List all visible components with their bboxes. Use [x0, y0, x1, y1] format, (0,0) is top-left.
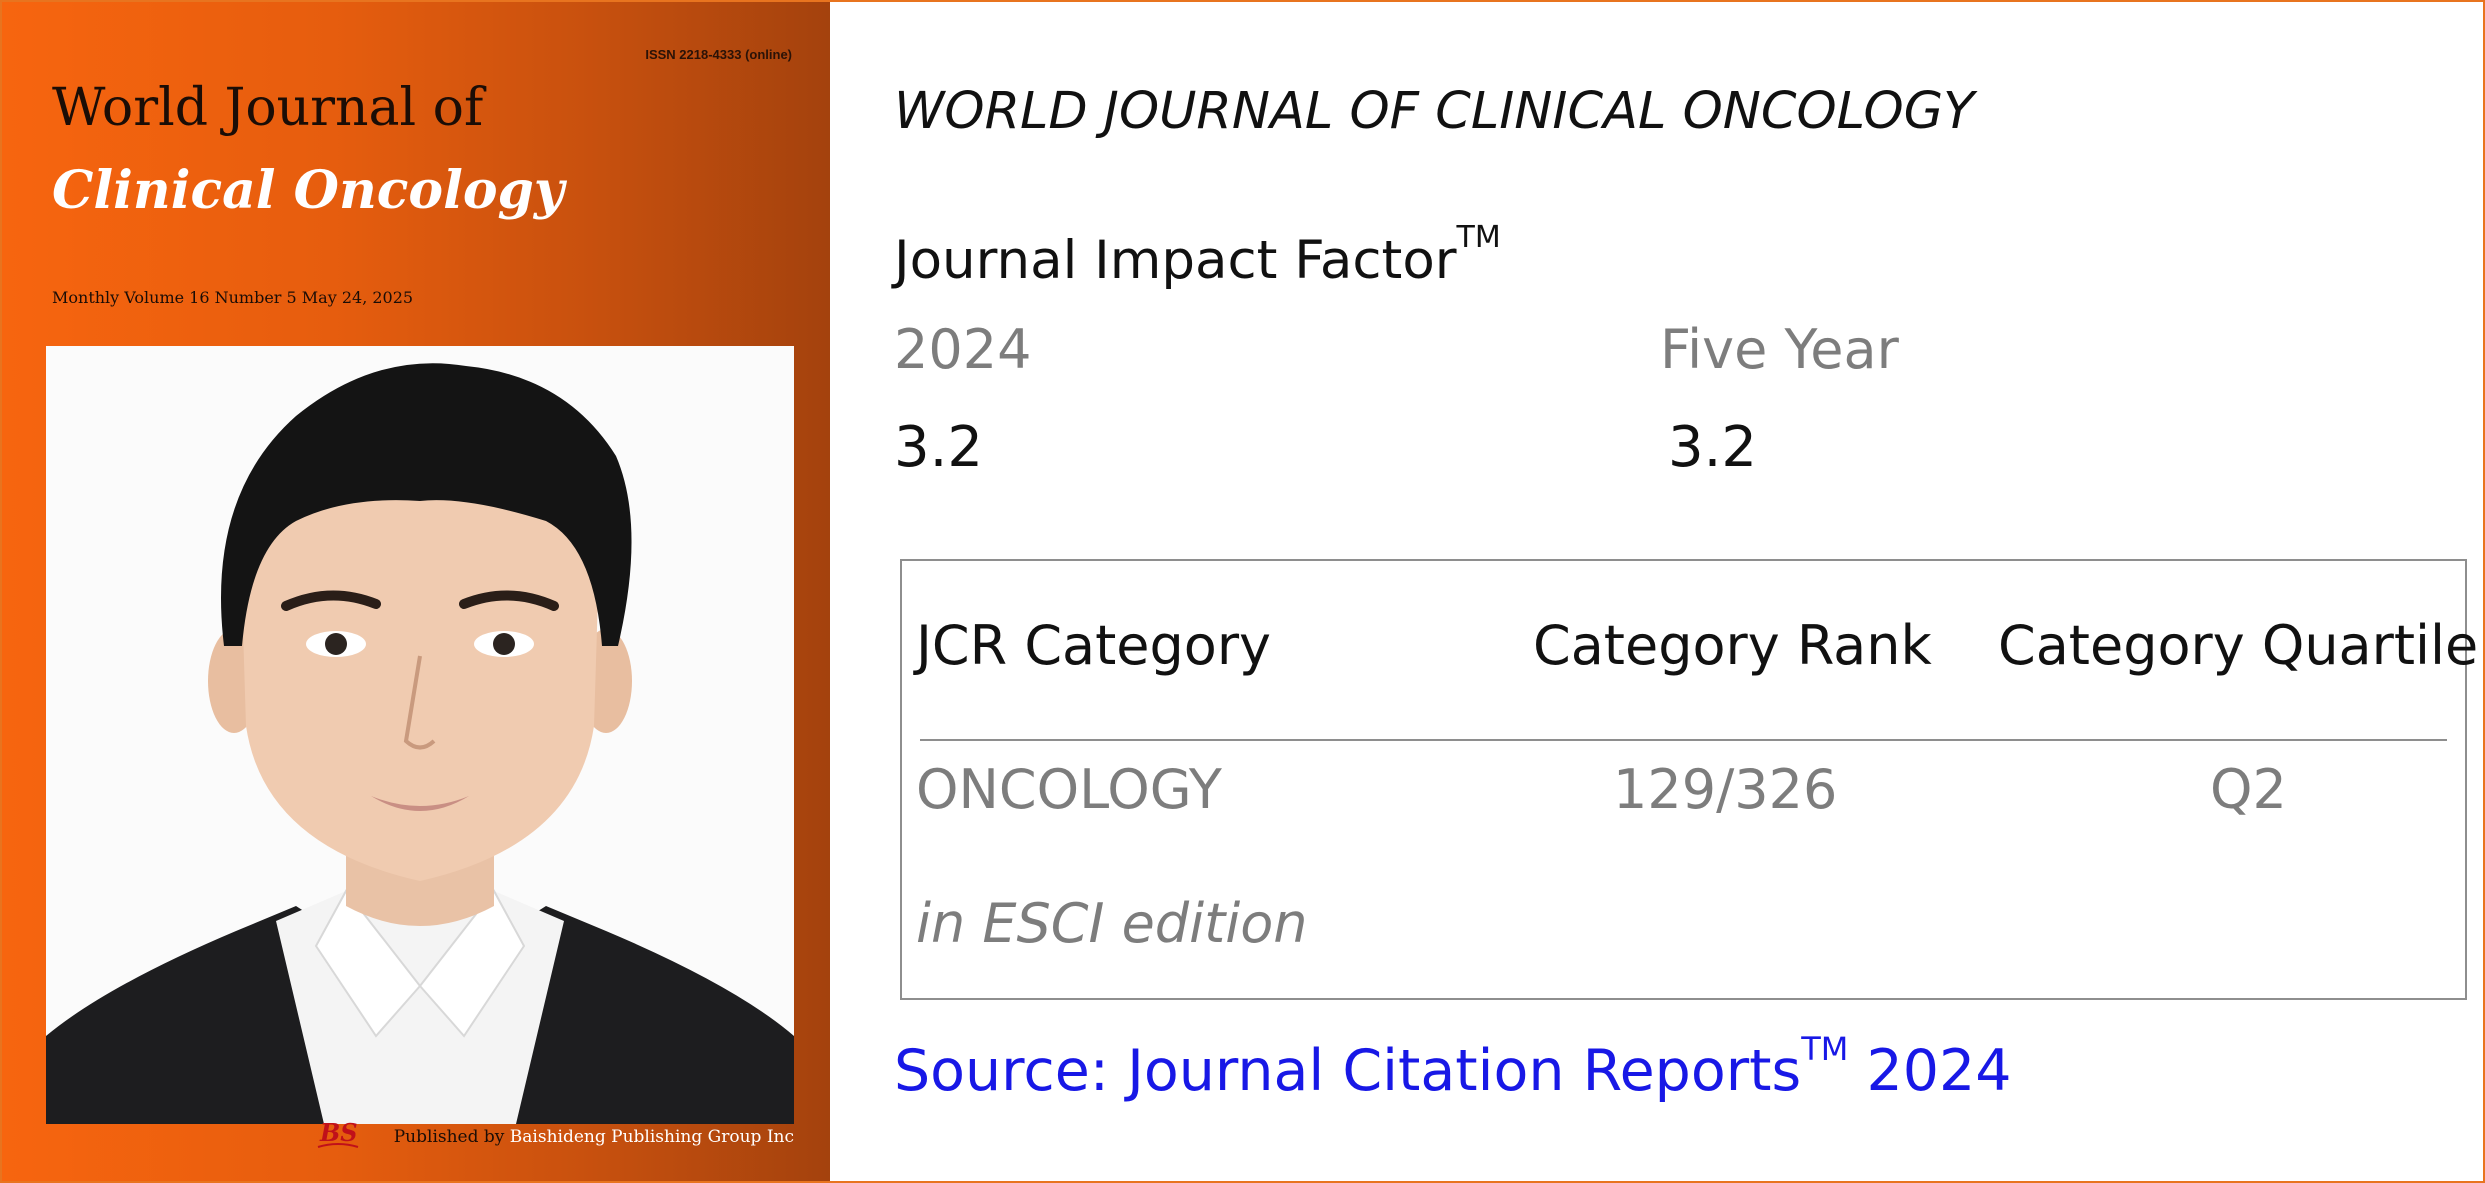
impact-factor-heading: Journal Impact FactorTM: [894, 220, 1501, 291]
header-jcr-category: JCR Category: [916, 614, 1271, 677]
table-divider: [920, 739, 2447, 741]
trademark-mark: TM: [1456, 220, 1501, 255]
source-year: 2024: [1866, 1038, 2012, 1104]
header-category-rank: Category Rank: [1533, 614, 1932, 677]
five-year-label: Five Year: [1660, 318, 1899, 381]
cover-issue-line: Monthly Volume 16 Number 5 May 24, 2025: [52, 288, 414, 307]
published-by-label: Published by: [393, 1126, 505, 1147]
jcr-category-table: [900, 559, 2467, 1000]
cell-category-rank: 129/326: [1613, 758, 1838, 821]
cell-category-quartile: Q2: [2210, 758, 2287, 821]
edition-note: in ESCI edition: [916, 892, 1308, 955]
publisher-name: Baishideng Publishing Group Inc: [509, 1126, 794, 1147]
source-line: Source: Journal Citation ReportsTM 2024: [894, 1030, 2012, 1104]
cover-publisher: BS Published by Baishideng Publishing Gr…: [316, 1117, 794, 1156]
impact-factor-label: Journal Impact Factor: [894, 230, 1457, 291]
publisher-logo-icon: BS: [316, 1117, 360, 1156]
cover-title-line2: Clinical Oncology: [52, 160, 565, 221]
svg-text:BS: BS: [319, 1118, 358, 1147]
source-label: Source: Journal Citation Reports: [894, 1038, 1802, 1104]
journal-title: WORLD JOURNAL OF CLINICAL ONCOLOGY: [894, 82, 1975, 141]
year-label: 2024: [894, 318, 1032, 381]
cover-portrait-photo: [46, 346, 794, 1124]
cell-category-name: ONCOLOGY: [916, 758, 1222, 821]
source-trademark: TM: [1801, 1030, 1849, 1068]
five-year-impact-value: 3.2: [1668, 415, 1758, 480]
header-category-quartile: Category Quartile: [1998, 614, 2479, 677]
journal-cover: ISSN 2218-4333 (online) World Journal of…: [2, 2, 830, 1181]
cover-issn: ISSN 2218-4333 (online): [645, 47, 792, 62]
portrait-illustration: [46, 346, 794, 1124]
year-impact-value: 3.2: [894, 415, 984, 480]
cover-title-line1: World Journal of: [52, 78, 484, 138]
